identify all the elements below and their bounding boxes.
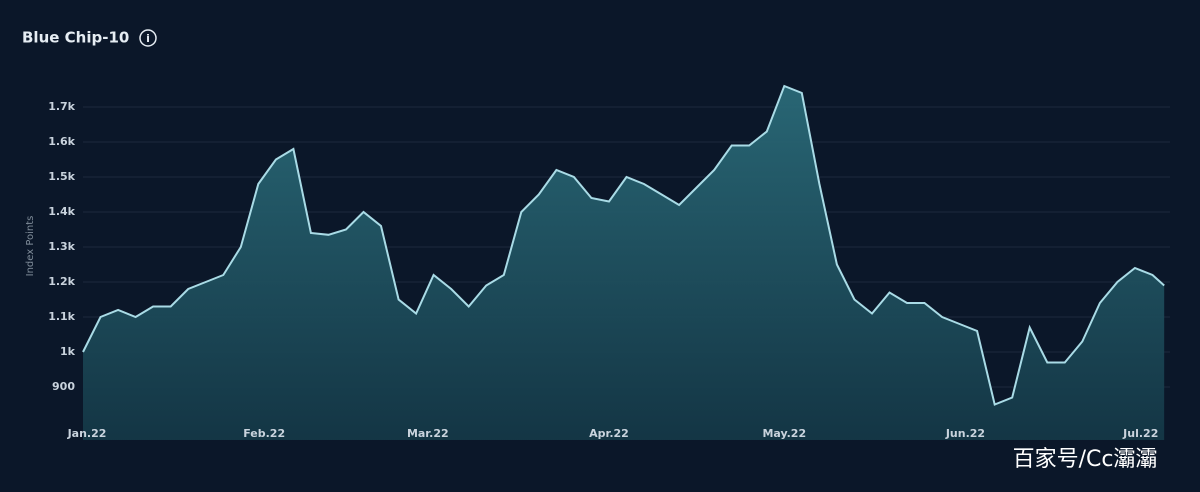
- x-tick-label: Jul.22: [1122, 427, 1158, 440]
- y-axis-label: Index Points: [25, 216, 36, 277]
- x-tick-label: May.22: [762, 427, 806, 440]
- line: [82, 84, 1165, 406]
- y-tick-label: 1.2k: [48, 275, 75, 288]
- x-tick-label: Apr.22: [589, 427, 629, 440]
- y-tick-label: 1k: [60, 345, 76, 358]
- x-tick-label: Feb.22: [243, 427, 285, 440]
- y-tick-label: 1.1k: [48, 310, 75, 323]
- info-icon[interactable]: [139, 29, 157, 47]
- watermark: 百家号/Cc灞灞: [1013, 447, 1158, 472]
- y-tick-label: 1.5k: [48, 170, 75, 183]
- y-tick-label: 1.4k: [48, 205, 75, 218]
- info-icon-glyph: i: [146, 32, 150, 45]
- x-tick-label: Jun.22: [945, 427, 985, 440]
- y-tick-label: 1.3k: [48, 240, 75, 253]
- y-tick-label: 1.7k: [48, 100, 75, 113]
- chart-title: Blue Chip-10: [22, 29, 129, 47]
- y-tick-label: 900: [52, 380, 75, 393]
- area: [83, 86, 1165, 440]
- y-tick-label: 1.6k: [48, 135, 75, 148]
- x-tick-label: Mar.22: [407, 427, 449, 440]
- x-tick-label: Jan.22: [67, 427, 107, 440]
